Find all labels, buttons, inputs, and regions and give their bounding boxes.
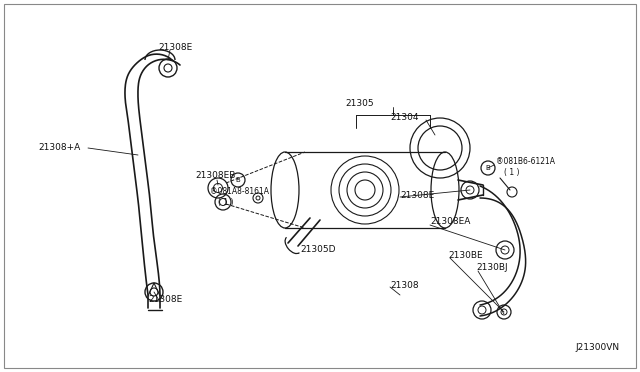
Text: 21308+A: 21308+A xyxy=(38,144,80,153)
Text: 21305: 21305 xyxy=(346,99,374,108)
Text: 21308: 21308 xyxy=(390,280,419,289)
Text: 21305D: 21305D xyxy=(300,246,335,254)
Text: 21308E: 21308E xyxy=(400,190,435,199)
Text: J21300VN: J21300VN xyxy=(576,343,620,353)
Text: 21308E: 21308E xyxy=(158,44,192,52)
Text: 21304: 21304 xyxy=(390,113,419,122)
Text: 2130BJ: 2130BJ xyxy=(476,263,508,273)
Text: ®081A8-8161A: ®081A8-8161A xyxy=(210,187,269,196)
Text: 21308EA: 21308EA xyxy=(430,218,470,227)
Text: B: B xyxy=(236,177,241,183)
Text: B: B xyxy=(486,165,490,171)
Text: ( 1 ): ( 1 ) xyxy=(218,198,234,206)
Text: ®081B6-6121A: ®081B6-6121A xyxy=(496,157,555,167)
Text: ( 1 ): ( 1 ) xyxy=(504,167,520,176)
Text: 21308EB: 21308EB xyxy=(195,171,236,180)
Text: 21308E: 21308E xyxy=(148,295,182,305)
Text: 2130BE: 2130BE xyxy=(448,250,483,260)
